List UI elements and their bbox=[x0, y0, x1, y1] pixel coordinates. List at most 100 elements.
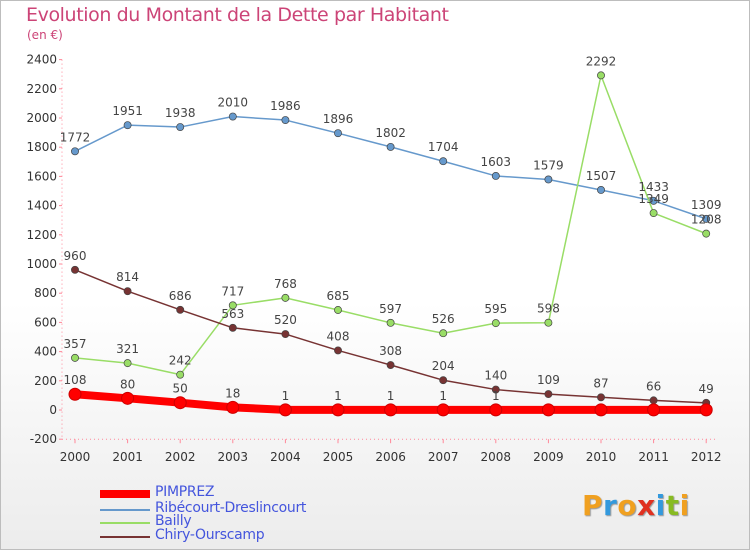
data-point bbox=[334, 306, 342, 314]
data-label: 204 bbox=[432, 359, 455, 373]
data-label: 520 bbox=[274, 313, 297, 327]
data-point bbox=[123, 287, 132, 296]
x-tick-label: 2003 bbox=[218, 450, 249, 464]
legend-swatch bbox=[100, 536, 150, 538]
data-point bbox=[491, 385, 500, 394]
proxiti-logo: Proxiti bbox=[582, 489, 690, 522]
legend-label: Chiry-Ourscamp bbox=[155, 527, 265, 543]
data-label: 1 bbox=[492, 389, 500, 403]
data-label: 563 bbox=[221, 307, 244, 321]
x-tick-label: 2010 bbox=[586, 450, 617, 464]
data-label: 1986 bbox=[270, 99, 301, 113]
data-label: 1896 bbox=[323, 112, 354, 126]
data-label: 108 bbox=[64, 373, 87, 387]
logo-letter: P bbox=[582, 489, 604, 522]
data-label: 1938 bbox=[165, 106, 196, 120]
data-label: 768 bbox=[274, 277, 297, 291]
data-point bbox=[649, 196, 658, 205]
data-point bbox=[281, 116, 290, 124]
data-point bbox=[228, 112, 237, 121]
legend-swatch bbox=[100, 522, 150, 524]
data-label: 685 bbox=[327, 289, 350, 303]
y-tick-label: 1000 bbox=[26, 257, 57, 271]
data-point bbox=[228, 301, 237, 310]
data-point bbox=[541, 403, 555, 417]
data-point bbox=[123, 359, 132, 368]
data-point bbox=[489, 403, 503, 417]
data-point bbox=[121, 391, 135, 405]
y-tick-label: 200 bbox=[34, 374, 57, 388]
logo-letter: i bbox=[655, 489, 666, 522]
data-label: 597 bbox=[379, 302, 402, 316]
data-point bbox=[649, 396, 658, 405]
data-label: 49 bbox=[699, 382, 714, 396]
data-point bbox=[597, 186, 605, 194]
logo-letter: x bbox=[637, 489, 656, 522]
x-tick-label: 2012 bbox=[691, 450, 722, 464]
x-tick-label: 2011 bbox=[638, 450, 669, 464]
data-label: 357 bbox=[64, 337, 87, 351]
y-tick-label: 800 bbox=[34, 286, 57, 300]
data-label: 140 bbox=[484, 369, 507, 383]
data-point bbox=[281, 330, 290, 339]
data-point bbox=[281, 293, 290, 302]
x-tick-label: 2002 bbox=[165, 450, 196, 464]
x-tick-label: 2001 bbox=[112, 450, 143, 464]
data-point bbox=[384, 403, 398, 417]
data-point bbox=[278, 403, 292, 417]
y-tick-label: 2400 bbox=[26, 53, 57, 67]
data-label: 1349 bbox=[638, 192, 669, 206]
data-label: 1772 bbox=[60, 130, 91, 144]
data-label: 50 bbox=[173, 382, 188, 396]
data-label: 1 bbox=[334, 389, 342, 403]
data-point bbox=[649, 209, 658, 217]
data-point bbox=[439, 157, 448, 166]
data-label: 1704 bbox=[428, 140, 459, 154]
data-label: 686 bbox=[169, 289, 192, 303]
data-point bbox=[173, 396, 187, 410]
y-tick-label: 2200 bbox=[26, 82, 57, 96]
data-point bbox=[176, 123, 185, 132]
x-tick-label: 2009 bbox=[533, 450, 564, 464]
data-label: 66 bbox=[646, 379, 661, 393]
data-label: 1951 bbox=[112, 104, 143, 118]
data-label: 1802 bbox=[375, 126, 406, 140]
y-tick-label: 1800 bbox=[26, 140, 57, 154]
data-point bbox=[71, 353, 79, 362]
data-point bbox=[228, 323, 237, 332]
data-label: 308 bbox=[379, 344, 402, 358]
data-point bbox=[386, 361, 395, 369]
data-point bbox=[71, 147, 79, 156]
data-point bbox=[436, 403, 450, 417]
data-label: 717 bbox=[221, 284, 244, 298]
data-label: 1 bbox=[439, 389, 447, 403]
x-tick-label: 2000 bbox=[60, 450, 91, 464]
logo-letter: t bbox=[665, 489, 680, 522]
data-point bbox=[386, 142, 395, 151]
data-point bbox=[699, 403, 713, 417]
x-tick-label: 2005 bbox=[323, 450, 354, 464]
data-point bbox=[68, 387, 82, 401]
data-point bbox=[71, 265, 79, 274]
data-point bbox=[491, 172, 500, 180]
data-point bbox=[176, 305, 185, 314]
data-point bbox=[226, 400, 240, 414]
x-tick-label: 2007 bbox=[428, 450, 459, 464]
data-label: 814 bbox=[116, 270, 139, 284]
y-tick-label: 1400 bbox=[26, 199, 57, 213]
series-line-2 bbox=[74, 74, 707, 376]
data-point bbox=[544, 318, 553, 327]
y-tick-label: 400 bbox=[34, 345, 57, 359]
data-point bbox=[597, 71, 605, 80]
x-tick-label: 2008 bbox=[481, 450, 512, 464]
y-tick-label: 0 bbox=[49, 403, 57, 417]
data-label: 1 bbox=[282, 389, 290, 403]
legend-swatch bbox=[100, 490, 150, 498]
data-point bbox=[597, 393, 605, 402]
data-label: 109 bbox=[537, 373, 560, 387]
data-label: 598 bbox=[537, 302, 560, 316]
chart-subtitle: (en €) bbox=[27, 28, 63, 42]
data-label: 1433 bbox=[638, 180, 669, 194]
data-point bbox=[544, 175, 553, 184]
